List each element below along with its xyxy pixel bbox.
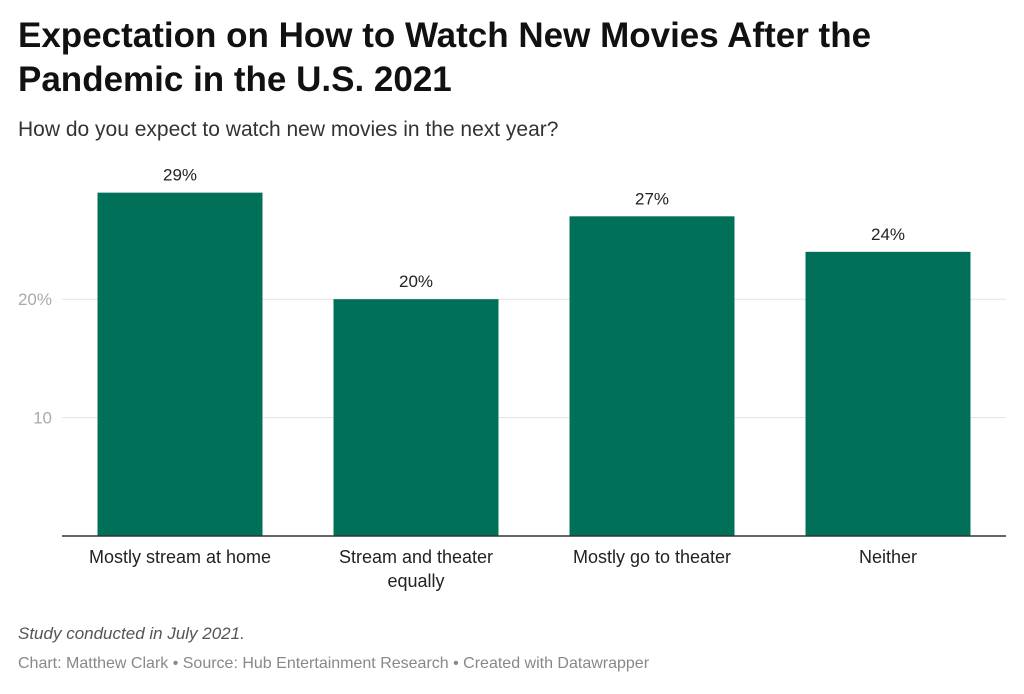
y-tick-label: 20% <box>18 290 52 309</box>
bar <box>333 299 499 536</box>
bar-value-label: 20% <box>399 272 433 291</box>
bar-value-label: 27% <box>635 189 669 208</box>
chart-title: Expectation on How to Watch New Movies A… <box>18 16 872 99</box>
bar-value-label: 24% <box>871 225 905 244</box>
category-label: Stream and theater <box>339 547 493 567</box>
bar-value-label: 29% <box>163 166 197 185</box>
category-label: equally <box>387 571 444 591</box>
category-label: Mostly go to theater <box>573 547 731 567</box>
chart-note: Study conducted in July 2021. <box>18 624 245 643</box>
category-label: Mostly stream at home <box>89 547 271 567</box>
bar <box>569 216 735 536</box>
category-label: Neither <box>859 547 917 567</box>
bar-chart: 10 20% 29% Mostly stream at home 20% Stream a… <box>18 166 1006 591</box>
bar <box>805 251 971 536</box>
chart-subtitle: How do you expect to watch new movies in… <box>18 118 559 141</box>
chart-footer: Chart: Matthew Clark • Source: Hub Enter… <box>18 655 650 672</box>
bar <box>97 192 263 536</box>
y-tick-label: 10 <box>33 409 52 428</box>
